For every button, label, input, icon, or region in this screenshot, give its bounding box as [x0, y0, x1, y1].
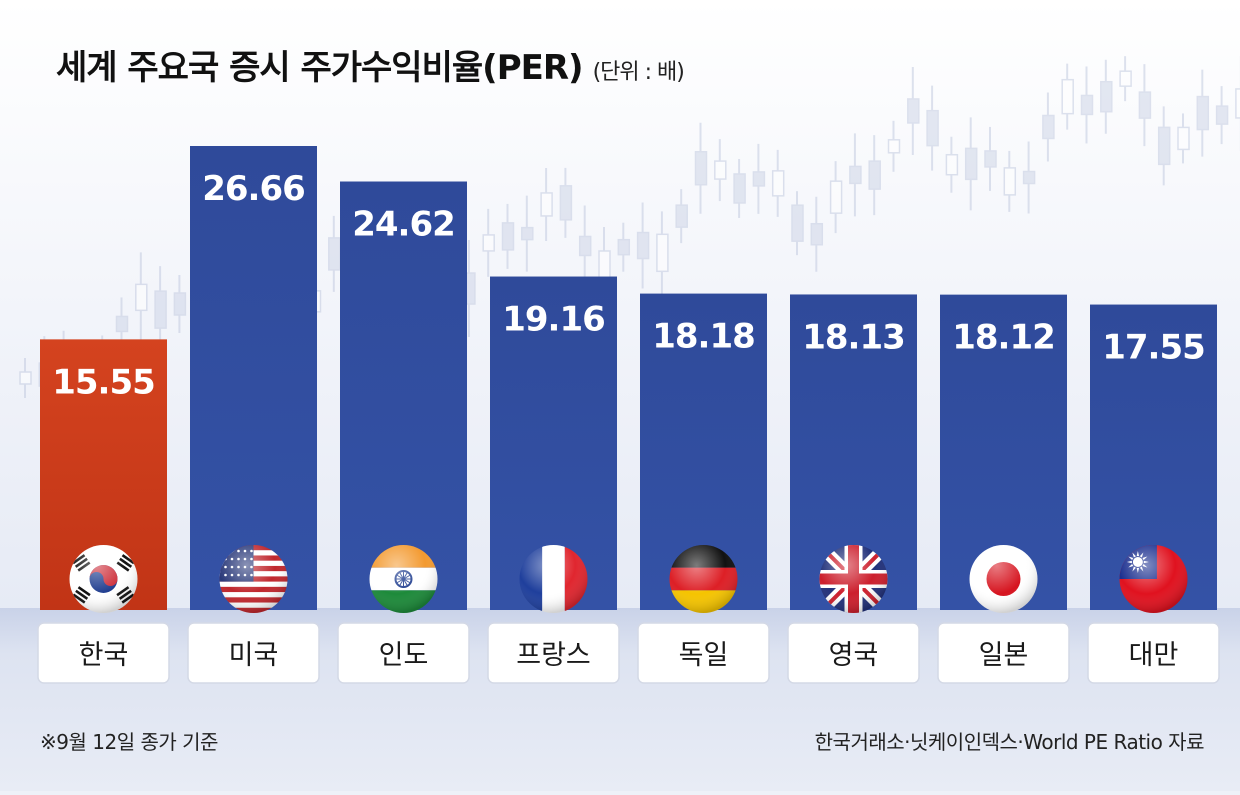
- value-label-6: 18.12: [952, 318, 1055, 358]
- country-label-7: 대만: [1129, 640, 1179, 671]
- country-label-box-3: [487, 622, 620, 684]
- chart-title: 세계 주요국 증시 주가수익비율(PER) (단위 : 배): [56, 40, 685, 89]
- germany-flag-icon: [669, 545, 738, 613]
- value-label-3: 19.16: [502, 300, 605, 340]
- country-label-4: 독일: [679, 640, 729, 671]
- value-label-4: 18.18: [652, 317, 755, 357]
- unit-label: (단위 : 배): [592, 60, 685, 85]
- country-label-3: 프랑스: [516, 640, 591, 671]
- country-label-6: 일본: [979, 640, 1029, 671]
- country-label-box-7: [1087, 622, 1220, 684]
- uk-flag-icon: [819, 545, 888, 613]
- india-flag-icon: [369, 545, 438, 613]
- value-label-7: 17.55: [1102, 328, 1205, 368]
- source-note: 한국거래소·닛케이인덱스·World PE Ratio 자료: [814, 730, 1205, 754]
- value-label-2: 24.62: [352, 205, 455, 245]
- france-flag-icon: [519, 545, 588, 613]
- taiwan-flag-icon: [1119, 545, 1188, 613]
- chart-title-text: 세계 주요국 증시 주가수익비율(PER): [56, 48, 584, 88]
- japan-flag-icon: [969, 545, 1038, 613]
- korea-flag-icon: [69, 545, 138, 613]
- country-label-box-2: [337, 622, 470, 684]
- footnote: ※9월 12일 종가 기준: [40, 730, 218, 754]
- country-label-box-1: [187, 622, 320, 684]
- value-label-1: 26.66: [202, 169, 305, 209]
- usa-flag-icon: [219, 545, 288, 613]
- country-label-box-6: [937, 622, 1070, 684]
- country-label-box-4: [637, 622, 770, 684]
- value-label-5: 18.13: [802, 317, 905, 357]
- bar-2: [340, 181, 467, 610]
- country-label-2: 인도: [379, 640, 429, 671]
- country-label-5: 영국: [829, 640, 879, 671]
- country-label-1: 미국: [229, 640, 279, 671]
- bar-1: [190, 146, 317, 610]
- country-label-box-5: [787, 622, 920, 684]
- value-label-0: 15.55: [52, 362, 155, 402]
- country-label-0: 한국: [79, 640, 129, 671]
- country-label-box-0: [37, 622, 170, 684]
